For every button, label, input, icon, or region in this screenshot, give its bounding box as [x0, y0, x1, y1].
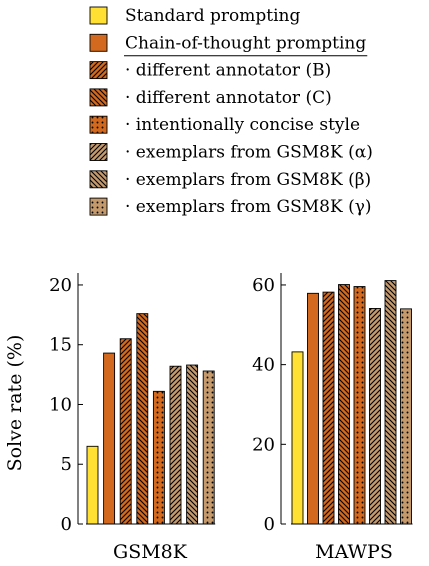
- bar-chain-of-thought-prompting: [307, 292, 319, 525]
- legend-item: Chain-of-thought prompting: [89, 33, 368, 57]
- legend-label: · intentionally concise style: [125, 115, 360, 135]
- bar-standard-prompting: [291, 351, 304, 525]
- legend-item: · exemplars from GSM8K (α): [89, 143, 373, 163]
- legend-swatch: [89, 115, 108, 134]
- legend-label: Standard prompting: [125, 6, 300, 26]
- legend-swatch: [89, 143, 108, 161]
- y-tick-label: 20: [49, 275, 72, 296]
- y-tick-label: 15: [49, 335, 72, 356]
- bar-different-annotator-c: [338, 284, 350, 525]
- bar-chain-of-thought-prompting: [103, 352, 116, 525]
- legend-item: · exemplars from GSM8K (γ): [89, 197, 372, 217]
- legend-label: · different annotator (B): [125, 61, 331, 81]
- bar-different-annotator-c: [136, 313, 149, 525]
- bar-different-annotator-b: [322, 291, 335, 525]
- bar-exemplars-from-gsm8k: [400, 308, 412, 525]
- bar-different-annotator-b: [119, 338, 132, 525]
- y-tick-label: 20: [252, 434, 275, 455]
- y-axis-title: Solve rate (%): [4, 335, 26, 472]
- chart-gsm8k: Solve rate (%) GSM8K 0 5 10 15 20: [4, 273, 216, 563]
- legend-item: · different annotator (B): [89, 61, 331, 81]
- bar-standard-prompting: [86, 445, 99, 525]
- y-tick-label: 10: [49, 394, 72, 415]
- legend-label: · different annotator (C): [125, 88, 332, 108]
- legend-item: Standard prompting: [89, 6, 300, 26]
- legend-label: Chain-of-thought prompting: [125, 33, 366, 53]
- legend-label: · exemplars from GSM8K (α): [125, 143, 373, 163]
- legend-label: · exemplars from GSM8K (β): [125, 170, 371, 190]
- y-tick-label: 40: [252, 355, 275, 376]
- legend: Standard prompting Chain-of-thought promp…: [89, 6, 373, 217]
- chart-mawps: MAWPS 0 20 40 60: [252, 273, 413, 563]
- y-tick-label: 5: [61, 454, 72, 475]
- legend-label: · exemplars from GSM8K (γ): [125, 197, 372, 217]
- bar-exemplars-from-gsm8k: [202, 370, 215, 525]
- y-tick-label: 0: [264, 514, 275, 535]
- bar-intentionally-concise-style: [152, 390, 165, 525]
- legend-item: · different annotator (C): [89, 88, 332, 108]
- legend-swatch: [89, 6, 108, 25]
- bar-exemplars-from-gsm8k: [384, 280, 397, 525]
- bar-exemplars-from-gsm8k: [369, 308, 381, 525]
- y-tick-label: 60: [252, 275, 275, 296]
- legend-swatch: [89, 33, 108, 52]
- legend-swatch: [89, 88, 108, 107]
- x-axis-label-gsm8k: GSM8K: [113, 541, 188, 563]
- legend-swatch: [89, 197, 108, 216]
- bar-exemplars-from-gsm8k: [186, 364, 199, 525]
- bar-intentionally-concise-style: [353, 286, 366, 525]
- legend-item: · exemplars from GSM8K (β): [89, 170, 371, 190]
- x-axis-label-mawps: MAWPS: [315, 541, 393, 563]
- bar-exemplars-from-gsm8k: [169, 365, 182, 525]
- y-tick-label: 0: [61, 514, 72, 535]
- legend-swatch: [89, 170, 108, 189]
- legend-swatch: [89, 61, 108, 80]
- legend-item: · intentionally concise style: [89, 115, 360, 135]
